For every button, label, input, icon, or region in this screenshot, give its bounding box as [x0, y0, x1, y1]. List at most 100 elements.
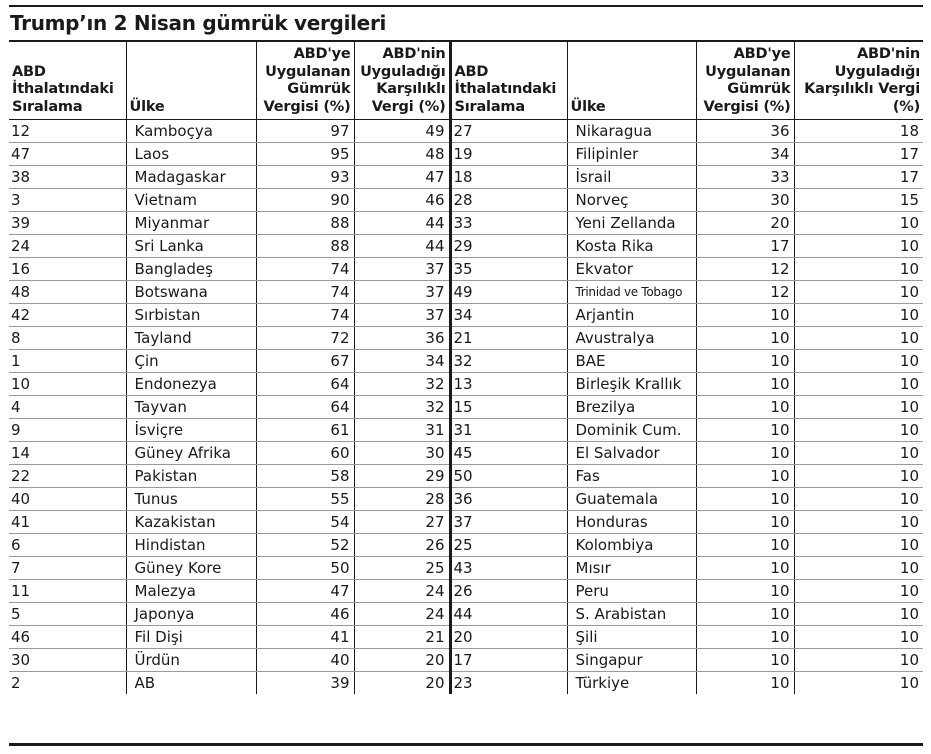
rank-cell: 29: [448, 234, 567, 258]
rank-cell: 46: [9, 625, 126, 649]
country-cell: Arjantin: [566, 303, 696, 327]
country-cell: Ürdün: [125, 648, 256, 672]
country-cell: Şili: [566, 625, 696, 649]
table-row: 8 Tayland 72 36 21 Avustralya 10 10: [9, 326, 923, 350]
us-tax-cell: 52: [255, 533, 354, 557]
rank-cell: 45: [448, 441, 567, 465]
country-cell: S. Arabistan: [566, 602, 696, 626]
rank-cell: 33: [448, 211, 567, 235]
rank-cell: 6: [9, 533, 126, 557]
table-row: 16 Bangladeş 74 37 35 Ekvator 12 10: [9, 257, 923, 281]
reciprocal-cell: 24: [353, 579, 450, 603]
reciprocal-cell: 37: [353, 280, 450, 304]
reciprocal-cell: 27: [353, 510, 450, 534]
us-tax-cell: 10: [695, 625, 794, 649]
rank-cell: 13: [448, 372, 567, 396]
rank-cell: 31: [448, 418, 567, 442]
reciprocal-cell: 10: [793, 303, 923, 327]
table-row: 2 AB 39 20 23 Türkiye 10 10: [9, 671, 923, 694]
rank-cell: 1: [9, 349, 126, 373]
reciprocal-cell: 36: [353, 326, 450, 350]
country-cell: Fas: [566, 464, 696, 488]
country-cell: Türkiye: [566, 671, 696, 694]
reciprocal-cell: 10: [793, 441, 923, 465]
us-tax-cell: 74: [255, 303, 354, 327]
country-cell: Malezya: [125, 579, 256, 603]
reciprocal-cell: 10: [793, 648, 923, 672]
country-cell: Güney Afrika: [125, 441, 256, 465]
country-cell: Norveç: [566, 188, 696, 212]
reciprocal-cell: 10: [793, 533, 923, 557]
top-rule: [9, 5, 923, 7]
us-tax-cell: 72: [255, 326, 354, 350]
reciprocal-cell: 37: [353, 303, 450, 327]
country-cell: Botswana: [125, 280, 256, 304]
country-cell: Mısır: [566, 556, 696, 580]
reciprocal-cell: 10: [793, 625, 923, 649]
country-cell: Yeni Zellanda: [566, 211, 696, 235]
reciprocal-cell: 44: [353, 211, 450, 235]
us-tax-cell: 12: [695, 257, 794, 281]
us-tax-cell: 10: [695, 648, 794, 672]
rank-cell: 49: [448, 280, 567, 304]
country-cell: Brezilya: [566, 395, 696, 419]
reciprocal-cell: 25: [353, 556, 450, 580]
country-cell: Avustralya: [566, 326, 696, 350]
reciprocal-cell: 10: [793, 257, 923, 281]
country-cell: Kolombiya: [566, 533, 696, 557]
table-row: 14 Güney Afrika 60 30 45 El Salvador 10 10: [9, 441, 923, 465]
country-cell: Birleşik Krallık: [566, 372, 696, 396]
rank-cell: 24: [9, 234, 126, 258]
country-cell: Pakistan: [125, 464, 256, 488]
table-row: 5 Japonya 46 24 44 S. Arabistan 10 10: [9, 602, 923, 626]
us-tax-cell: 10: [695, 671, 794, 694]
us-tax-cell: 97: [255, 119, 354, 143]
table-row: 24 Sri Lanka 88 44 29 Kosta Rika 17 10: [9, 234, 923, 258]
rank-cell: 14: [9, 441, 126, 465]
reciprocal-cell: 17: [793, 165, 923, 189]
us-tax-cell: 90: [255, 188, 354, 212]
reciprocal-cell: 44: [353, 234, 450, 258]
us-tax-cell: 64: [255, 372, 354, 396]
rank-cell: 17: [448, 648, 567, 672]
us-tax-cell: 67: [255, 349, 354, 373]
reciprocal-cell: 37: [353, 257, 450, 281]
country-cell: BAE: [566, 349, 696, 373]
rank-cell: 5: [9, 602, 126, 626]
country-cell: Vietnam: [125, 188, 256, 212]
rank-cell: 47: [9, 142, 126, 166]
rank-cell: 19: [448, 142, 567, 166]
header-row: ABD İthalatındaki Sıralama Ülke ABD'ye U…: [9, 42, 923, 120]
reciprocal-cell: 15: [793, 188, 923, 212]
us-tax-cell: 61: [255, 418, 354, 442]
country-cell: Trinidad ve Tobago: [566, 280, 696, 304]
country-cell: Singapur: [566, 648, 696, 672]
tariff-table-wrapper: ABD İthalatındaki Sıralama Ülke ABD'ye U…: [9, 40, 923, 694]
rank-cell: 12: [9, 119, 126, 143]
us-tax-cell: 74: [255, 280, 354, 304]
us-tax-cell: 39: [255, 671, 354, 694]
table-row: 4 Tayvan 64 32 15 Brezilya 10 10: [9, 395, 923, 419]
table-row: 41 Kazakistan 54 27 37 Honduras 10 10: [9, 510, 923, 534]
country-cell: Kamboçya: [125, 119, 256, 143]
rank-cell: 43: [448, 556, 567, 580]
reciprocal-cell: 17: [793, 142, 923, 166]
reciprocal-cell: 30: [353, 441, 450, 465]
reciprocal-cell: 29: [353, 464, 450, 488]
country-cell: Miyanmar: [125, 211, 256, 235]
table-row: 3 Vietnam 90 46 28 Norveç 30 15: [9, 188, 923, 212]
reciprocal-cell: 10: [793, 464, 923, 488]
us-tax-cell: 10: [695, 579, 794, 603]
country-cell: Peru: [566, 579, 696, 603]
tariff-table: ABD İthalatındaki Sıralama Ülke ABD'ye U…: [9, 42, 923, 694]
reciprocal-cell: 10: [793, 602, 923, 626]
country-cell: Ekvator: [566, 257, 696, 281]
rank-cell: 39: [9, 211, 126, 235]
reciprocal-cell: 31: [353, 418, 450, 442]
country-cell: Kosta Rika: [566, 234, 696, 258]
table-row: 30 Ürdün 40 20 17 Singapur 10 10: [9, 648, 923, 672]
table-row: 46 Fil Dişi 41 21 20 Şili 10 10: [9, 625, 923, 649]
country-cell: Madagaskar: [125, 165, 256, 189]
table-row: 12 Kamboçya 97 49 27 Nikaragua 36 18: [9, 119, 923, 143]
rank-cell: 36: [448, 487, 567, 511]
